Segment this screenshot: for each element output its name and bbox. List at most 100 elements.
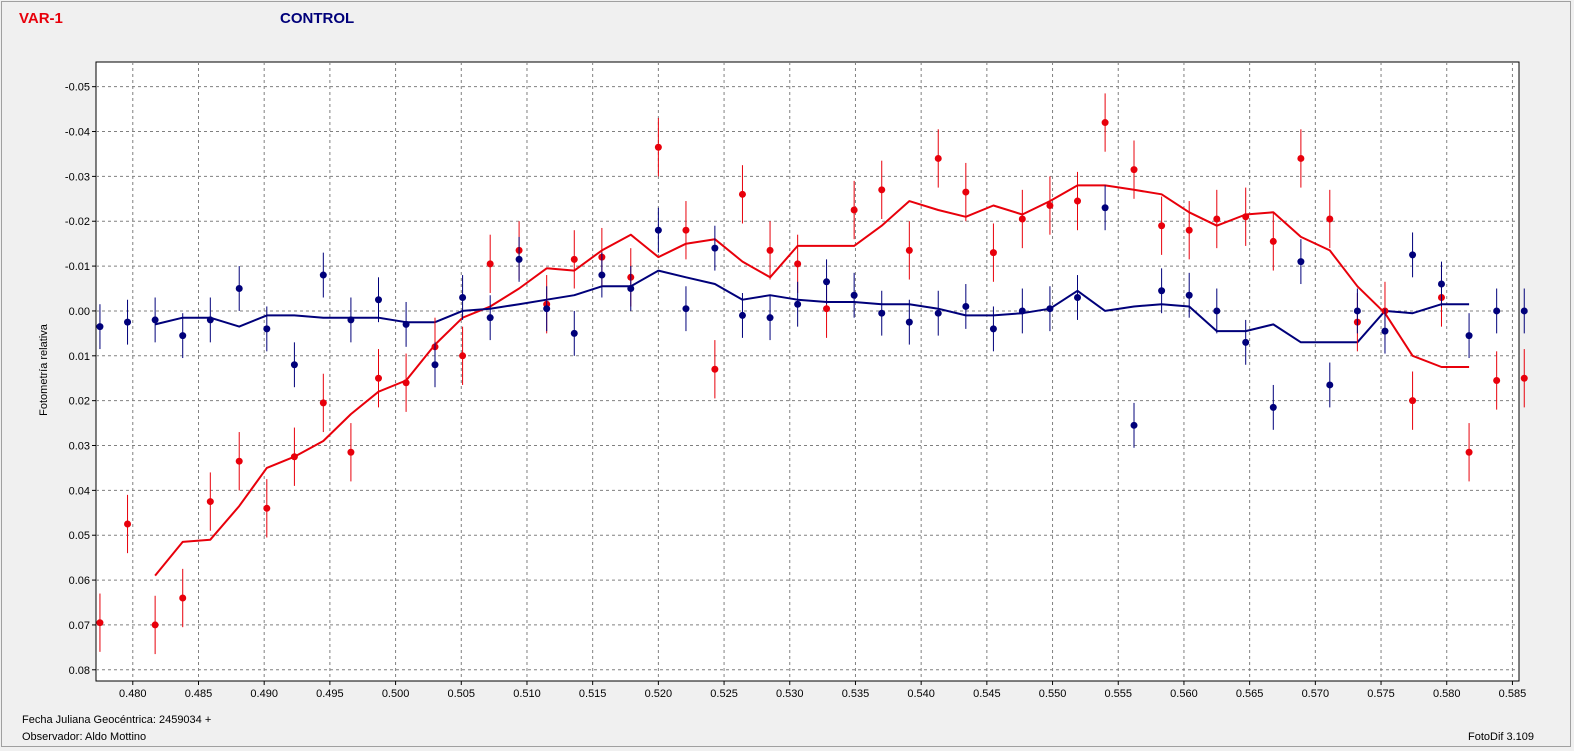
var-data-point: [486, 260, 494, 268]
control-data-point: [905, 318, 913, 326]
control-data-point: [570, 329, 578, 337]
y-tick-label: 0.02: [69, 396, 90, 408]
control-data-point: [486, 314, 494, 322]
var-data-point: [1213, 215, 1221, 223]
y-tick-label: -0.02: [65, 216, 90, 228]
control-data-point: [627, 285, 635, 293]
var-data-point: [1018, 215, 1026, 223]
x-tick-label: 0.485: [185, 688, 213, 700]
control-data-point: [1409, 251, 1417, 259]
var-data-point: [738, 190, 746, 198]
control-data-point: [235, 285, 243, 293]
control-data-point: [850, 291, 858, 299]
control-data-point: [794, 300, 802, 308]
control-data-point: [989, 325, 997, 333]
var-data-point: [989, 249, 997, 257]
x-tick-label: 0.555: [1104, 688, 1132, 700]
var-data-point: [1158, 222, 1166, 230]
control-data-point: [319, 271, 327, 279]
control-data-point: [738, 311, 746, 319]
control-data-point: [1213, 307, 1221, 315]
control-data-point: [1326, 381, 1334, 389]
julian-date-label: Fecha Juliana Geocéntrica: 2459034 +: [22, 714, 212, 726]
control-data-point: [151, 316, 159, 324]
x-tick-label: 0.515: [579, 688, 607, 700]
x-tick-label: 0.580: [1433, 688, 1461, 700]
var-data-point: [96, 619, 104, 627]
control-data-point: [431, 361, 439, 369]
x-tick-label: 0.520: [645, 688, 673, 700]
control-data-point: [682, 305, 690, 313]
x-tick-label: 0.505: [448, 688, 476, 700]
var-data-point: [1493, 376, 1501, 384]
control-data-point: [206, 316, 214, 324]
observer-label: Observador: Aldo Mottino: [22, 731, 147, 743]
x-tick-label: 0.545: [973, 688, 1001, 700]
control-data-point: [374, 296, 382, 304]
control-data-point: [1381, 327, 1389, 335]
y-tick-label: 0.03: [69, 441, 90, 453]
x-tick-label: 0.585: [1499, 688, 1527, 700]
x-tick-label: 0.535: [842, 688, 870, 700]
y-tick-label: 0.01: [69, 351, 90, 363]
x-tick-label: 0.495: [316, 688, 344, 700]
var-data-point: [151, 621, 159, 629]
control-data-point: [179, 332, 187, 340]
var-data-point: [1101, 119, 1109, 127]
control-data-point: [1437, 280, 1445, 288]
var-data-point: [823, 305, 831, 313]
control-data-point: [1130, 421, 1138, 429]
var-data-point: [206, 498, 214, 506]
var-data-point: [402, 379, 410, 387]
var-data-point: [235, 457, 243, 465]
var-data-point: [459, 352, 467, 360]
legend-control: CONTROL: [280, 10, 355, 27]
control-data-point: [263, 325, 271, 333]
var-data-point: [374, 374, 382, 382]
var-data-point: [179, 594, 187, 602]
var-data-point: [290, 453, 298, 461]
y-tick-label: 0.04: [69, 485, 90, 497]
control-data-point: [1493, 307, 1501, 315]
control-data-point: [962, 302, 970, 310]
control-data-point: [934, 309, 942, 317]
control-data-point: [1465, 332, 1473, 340]
control-data-point: [402, 320, 410, 328]
x-tick-label: 0.570: [1302, 688, 1330, 700]
control-data-point: [515, 255, 523, 263]
var-smooth-line: [154, 184, 1470, 577]
y-tick-label: -0.05: [65, 82, 90, 94]
y-tick-label: 0.07: [69, 620, 90, 632]
var-data-point: [319, 399, 327, 407]
control-data-point: [1158, 287, 1166, 295]
var-data-point: [1074, 197, 1082, 205]
var-data-point: [263, 504, 271, 512]
x-tick-label: 0.550: [1039, 688, 1067, 700]
control-data-point: [459, 293, 467, 301]
var-data-point: [124, 520, 132, 528]
x-tick-label: 0.575: [1367, 688, 1395, 700]
y-axis-label: Fotometría relativa: [38, 323, 50, 416]
x-tick-label: 0.565: [1236, 688, 1264, 700]
control-data-point: [823, 278, 831, 286]
var-data-point: [794, 260, 802, 268]
y-tick-label: 0.06: [69, 575, 90, 587]
control-data-point: [1101, 204, 1109, 212]
var-data-point: [347, 448, 355, 456]
control-data-point: [124, 318, 132, 326]
y-tick-label: -0.04: [65, 127, 90, 139]
x-tick-label: 0.540: [907, 688, 935, 700]
smoothed-curves: [154, 184, 1470, 577]
control-data-point: [1242, 338, 1250, 346]
var-data-point: [570, 255, 578, 263]
var-data-point: [1297, 154, 1305, 162]
x-tick-label: 0.560: [1170, 688, 1198, 700]
control-data-point: [654, 226, 662, 234]
axis-ticks: 0.480 0.485 0.490 0.495 0.500 0.505 0.510 0.515…: [65, 82, 1526, 700]
control-data-point: [1046, 305, 1054, 313]
var-data-point: [711, 365, 719, 373]
var-data-point: [1465, 448, 1473, 456]
y-tick-label: -0.01: [65, 261, 90, 273]
control-data-point: [1018, 307, 1026, 315]
